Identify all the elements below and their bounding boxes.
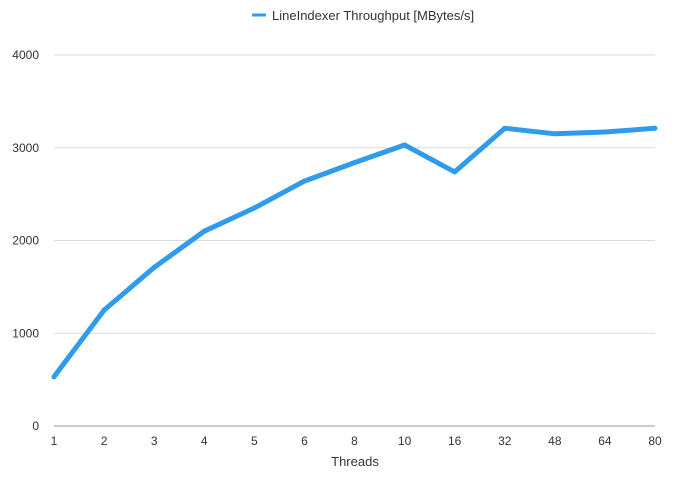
x-tick-label: 16 <box>448 434 462 448</box>
x-tick-label: 6 <box>301 434 308 448</box>
data-point <box>402 142 408 148</box>
data-point <box>201 228 207 234</box>
x-tick-label: 3 <box>151 434 158 448</box>
data-point <box>352 160 357 166</box>
y-tick-label: 1000 <box>12 326 39 340</box>
x-tick-label: 8 <box>351 434 358 448</box>
legend-label: LineIndexer Throughput [MBytes/s] <box>272 8 474 23</box>
y-tick-label: 3000 <box>12 141 39 155</box>
data-point <box>502 125 508 131</box>
y-tick-label: 4000 <box>12 48 39 62</box>
data-point <box>452 169 458 175</box>
data-point <box>251 205 257 211</box>
data-point <box>301 178 307 184</box>
grid <box>54 54 655 427</box>
x-tick-label: 4 <box>201 434 208 448</box>
x-tick-label: 48 <box>548 434 562 448</box>
data-point <box>51 374 57 380</box>
x-tick-label: 1 <box>51 434 58 448</box>
x-tick-label: 5 <box>251 434 258 448</box>
series-layer <box>51 125 658 380</box>
y-tick-label: 2000 <box>12 234 39 248</box>
data-point <box>151 264 157 270</box>
x-axis-title: Threads <box>331 454 379 469</box>
series-line <box>52 125 656 379</box>
data-point <box>652 125 658 131</box>
y-axis-ticks: 0 1000 2000 3000 4000 <box>12 48 39 433</box>
data-point <box>552 131 558 137</box>
data-point <box>101 307 107 313</box>
x-tick-label: 80 <box>648 434 662 448</box>
data-point <box>602 129 608 135</box>
x-tick-label: 32 <box>498 434 512 448</box>
x-axis-ticks: 1 2 3 4 5 6 8 10 16 32 48 64 80 <box>51 434 662 448</box>
legend: LineIndexer Throughput [MBytes/s] <box>252 8 474 23</box>
x-tick-label: 64 <box>598 434 612 448</box>
x-tick-label: 10 <box>398 434 412 448</box>
y-tick-label: 0 <box>32 419 39 433</box>
x-tick-label: 2 <box>101 434 108 448</box>
